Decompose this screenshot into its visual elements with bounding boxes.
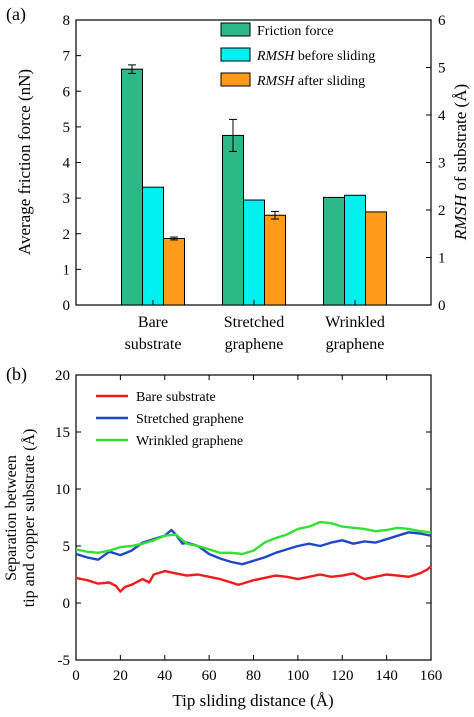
panel-a-left-axis-title: Average friction force (nN) [15, 69, 34, 255]
left-tick-label: 3 [63, 191, 71, 207]
left-tick-label: 6 [63, 84, 71, 100]
legend-label-1: Stretched graphene [136, 412, 244, 427]
left-tick-label: 4 [63, 156, 71, 172]
panel-a-bar-chart: 0 1 2 3 4 5 6 7 8 0 1 2 3 4 5 6 Bare substrate Stretched… [15, 13, 470, 353]
panel-b-label: (b) [6, 364, 27, 385]
y-tick-label: 15 [55, 425, 70, 441]
panel-a-bars [121, 64, 387, 306]
series-line-0 [75, 565, 432, 593]
panel-a-right-axis-title: RMSH of substrate (Å) [451, 84, 470, 241]
category-label: Stretched [224, 314, 284, 331]
panel-a-right-axis: 0 1 2 3 4 5 6 [426, 13, 446, 314]
y-tick-label: 0 [63, 596, 71, 612]
right-tick-label: 3 [438, 156, 446, 172]
category-label: Bare [138, 314, 168, 331]
panel-b-x-axis: 0 20 40 60 80 100 120 140 160 [72, 375, 442, 684]
bar-0-0 [121, 68, 143, 306]
right-tick-label: 0 [438, 298, 446, 314]
legend-label-1: RMSH before sliding [256, 49, 375, 64]
y-tick-label: -5 [58, 653, 71, 669]
panel-b-x-axis-title: Tip sliding distance (Å) [172, 691, 333, 710]
series-line-2 [75, 520, 432, 556]
panel-b-y-axis: -5 0 5 10 15 20 [55, 368, 431, 669]
y-tick-label: 5 [63, 539, 71, 555]
legend-swatch-2 [220, 72, 251, 87]
x-tick-label: 80 [246, 668, 261, 684]
bar-1-1 [243, 199, 265, 306]
left-tick-label: 7 [63, 49, 71, 65]
bar-1-0 [222, 134, 244, 306]
x-tick-label: 140 [375, 668, 398, 684]
left-tick-label: 0 [63, 298, 71, 314]
legend-label-0: Friction force [257, 24, 334, 39]
category-label: substrate [125, 336, 182, 353]
y-tick-label: 10 [55, 482, 70, 498]
x-tick-label: 100 [287, 668, 310, 684]
legend-label-2: RMSH after sliding [256, 74, 365, 89]
left-tick-label: 1 [63, 262, 71, 278]
panel-a-left-axis: 0 1 2 3 4 5 6 7 8 [63, 13, 81, 314]
right-tick-label: 4 [438, 108, 446, 124]
panel-a-legend: Friction force RMSH before sliding RMSH af… [220, 22, 375, 89]
bar-0-1 [142, 186, 164, 306]
x-tick-label: 20 [113, 668, 128, 684]
panel-a-category-labels: Bare substrate Stretched graphene Wrinkled gr… [125, 300, 385, 353]
bar-1-2 [264, 214, 286, 306]
panel-b-y-axis-title-line1: Separation between [3, 455, 20, 581]
right-tick-label: 6 [438, 13, 446, 29]
bar-2-2 [365, 211, 387, 306]
bar-2-1 [344, 194, 366, 306]
y-tick-label: 20 [55, 368, 70, 384]
x-tick-label: 40 [157, 668, 172, 684]
panel-a-label: (a) [6, 4, 26, 25]
right-tick-label: 2 [438, 203, 446, 219]
legend-swatch-0 [220, 22, 251, 37]
legend-label-0: Bare substrate [136, 390, 216, 405]
panel-b-lines [75, 520, 432, 593]
x-tick-label: 0 [72, 668, 80, 684]
bar-2-0 [323, 196, 345, 306]
right-tick-label: 1 [438, 251, 446, 267]
left-tick-label: 5 [63, 120, 71, 136]
legend-label-2: Wrinkled graphene [136, 434, 243, 449]
left-tick-label: 8 [63, 13, 71, 29]
panel-b-y-axis-title-line2: tip and copper substrate (Å) [20, 429, 38, 608]
bar-0-2 [163, 238, 185, 306]
category-label: graphene [326, 336, 385, 353]
legend-swatch-1 [220, 47, 251, 62]
x-tick-label: 60 [202, 668, 217, 684]
left-tick-label: 2 [63, 227, 71, 243]
category-label: Wrinkled [325, 314, 385, 331]
panel-b-legend: Bare substrate Stretched graphene Wrinkled… [96, 390, 244, 449]
panel-b-plot-frame [75, 374, 432, 661]
category-label: graphene [225, 336, 284, 353]
x-tick-label: 120 [331, 668, 354, 684]
x-tick-label: 160 [420, 668, 443, 684]
right-tick-label: 5 [438, 61, 446, 77]
